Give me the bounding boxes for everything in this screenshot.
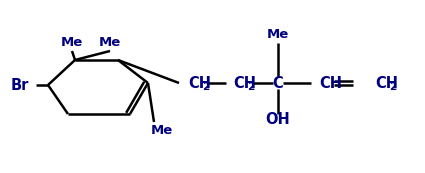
Text: Me: Me [267, 29, 289, 42]
Text: CH: CH [233, 75, 256, 90]
Text: 2: 2 [389, 82, 396, 92]
Text: 2: 2 [247, 82, 254, 92]
Text: Br: Br [11, 78, 29, 93]
Text: OH: OH [266, 112, 290, 128]
Text: Me: Me [151, 124, 173, 136]
Text: CH: CH [319, 75, 342, 90]
Text: Me: Me [99, 37, 121, 49]
Text: CH: CH [188, 75, 211, 90]
Text: C: C [272, 75, 283, 90]
Text: 2: 2 [202, 82, 209, 92]
Text: CH: CH [375, 75, 398, 90]
Text: Me: Me [61, 37, 83, 49]
